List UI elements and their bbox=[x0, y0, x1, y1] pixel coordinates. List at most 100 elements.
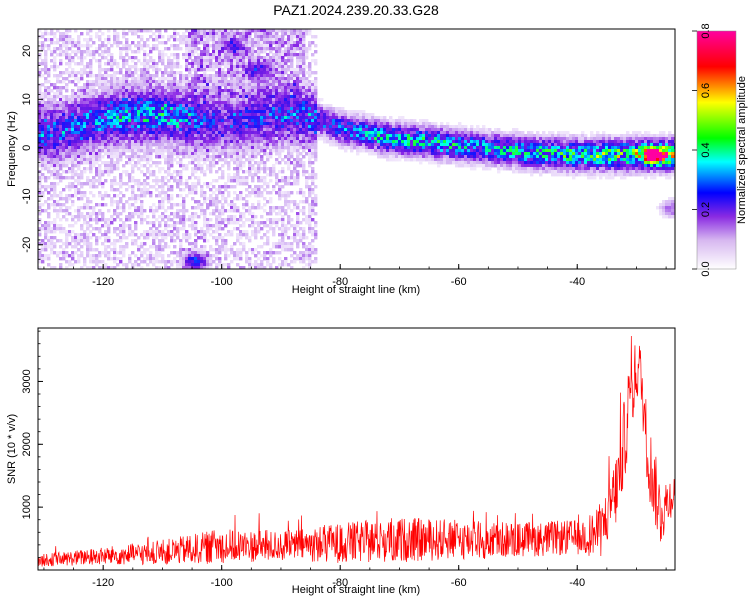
spectrogram-cell bbox=[80, 224, 84, 228]
spectrogram-cell bbox=[230, 44, 234, 48]
spectrogram-cell bbox=[83, 119, 87, 123]
spectrogram-cell bbox=[233, 227, 237, 231]
spectrogram-cell bbox=[65, 83, 69, 87]
spectrogram-cell bbox=[56, 128, 60, 132]
spectrogram-cell bbox=[251, 155, 255, 159]
spectrogram-cell bbox=[104, 74, 108, 78]
spectrogram-cell bbox=[269, 62, 273, 66]
spectrogram-cell bbox=[200, 107, 204, 111]
spectrogram-cell bbox=[287, 221, 291, 225]
spectrogram-cell bbox=[53, 206, 57, 210]
spectrogram-cell bbox=[203, 116, 207, 120]
spectrogram-cell bbox=[152, 203, 156, 207]
spectrogram-cell bbox=[86, 251, 90, 255]
spectrogram-cell bbox=[248, 263, 252, 267]
spectrogram-cell bbox=[212, 38, 216, 42]
spectrogram-cell bbox=[125, 245, 129, 249]
spectrogram-cell bbox=[125, 83, 129, 87]
spectrogram-cell bbox=[179, 38, 183, 42]
spectrogram-cell bbox=[107, 257, 111, 261]
spectrogram-cell bbox=[161, 107, 165, 111]
spectrogram-cell bbox=[251, 263, 255, 267]
spectrogram-cell bbox=[194, 122, 198, 126]
spectrogram-cell bbox=[224, 101, 228, 105]
spectrogram-cell bbox=[131, 101, 135, 105]
spectrogram-cell bbox=[152, 104, 156, 108]
spectrogram-cell bbox=[191, 35, 195, 39]
spectrogram-cell bbox=[251, 179, 255, 183]
spectrogram-cell bbox=[182, 218, 186, 222]
spectrogram-cell bbox=[242, 149, 246, 153]
spectrogram-cell bbox=[80, 71, 84, 75]
spectrogram-cell bbox=[137, 92, 141, 96]
spectrogram-cell bbox=[197, 29, 201, 33]
spectrogram-cell bbox=[59, 257, 63, 261]
spectrogram-cell bbox=[269, 80, 273, 84]
spectrogram-cell bbox=[173, 86, 177, 90]
spectrogram-cell bbox=[257, 53, 261, 57]
spectrogram-cell bbox=[131, 56, 135, 60]
spectrogram-cell bbox=[83, 215, 87, 219]
spectrogram-cell bbox=[95, 119, 99, 123]
spectrogram-cell bbox=[257, 140, 261, 144]
spectrogram-cell bbox=[74, 233, 78, 237]
spectrogram-cell bbox=[227, 263, 231, 267]
spectrogram-cell bbox=[203, 29, 207, 33]
spectrogram-cell bbox=[56, 173, 60, 177]
spectrogram-cell bbox=[260, 104, 264, 108]
spectrogram-cell bbox=[161, 167, 165, 171]
spectrogram-cell bbox=[152, 86, 156, 90]
spectrogram-cell bbox=[188, 191, 192, 195]
spectrogram-cell bbox=[191, 68, 195, 72]
spectrogram-cell bbox=[161, 53, 165, 57]
spectrogram-cell bbox=[251, 221, 255, 225]
spectrogram-cell bbox=[182, 203, 186, 207]
spectrogram-cell bbox=[290, 254, 294, 258]
spectrogram-cell bbox=[140, 68, 144, 72]
spectrogram-cell bbox=[119, 119, 123, 123]
spectrogram-cell bbox=[269, 266, 273, 269]
spectrogram-cell bbox=[203, 98, 207, 102]
spectrogram-cell bbox=[125, 77, 129, 81]
spectrogram-cell bbox=[197, 206, 201, 210]
spectrogram-cell bbox=[47, 98, 51, 102]
spectrogram-cell bbox=[80, 107, 84, 111]
spectrogram-cell bbox=[281, 128, 285, 132]
spectrogram-cell bbox=[290, 191, 294, 195]
spectrogram-cell bbox=[197, 77, 201, 81]
spectrogram-cell bbox=[110, 257, 114, 261]
spectrogram-cell bbox=[110, 89, 114, 93]
spectrogram-cell bbox=[260, 86, 264, 90]
spectrogram-cell bbox=[161, 155, 165, 159]
spectrogram-cell bbox=[218, 263, 222, 267]
spectrogram-cell bbox=[68, 134, 72, 138]
spectrogram-cell bbox=[80, 233, 84, 237]
spectrogram-cell bbox=[287, 191, 291, 195]
spectrogram-cell bbox=[74, 140, 78, 144]
spectrogram-cell bbox=[266, 224, 270, 228]
spectrogram-cell bbox=[173, 77, 177, 81]
spectrogram-cell bbox=[284, 128, 288, 132]
spectrogram-cell bbox=[95, 260, 99, 264]
spectrogram-cell bbox=[203, 245, 207, 249]
spectrogram-cell bbox=[254, 140, 258, 144]
spectrogram-cell bbox=[233, 107, 237, 111]
spectrogram-cell bbox=[170, 104, 174, 108]
spectrogram-cell bbox=[269, 41, 273, 45]
spectrogram-cell bbox=[134, 254, 138, 258]
spectrogram-cell bbox=[122, 29, 126, 33]
spectrogram-cell bbox=[254, 98, 258, 102]
spectrogram-cell bbox=[182, 188, 186, 192]
spectrogram-cell bbox=[167, 128, 171, 132]
spectrogram-cell bbox=[257, 95, 261, 99]
spectrogram-cell bbox=[164, 98, 168, 102]
spectrogram-cell bbox=[41, 140, 45, 144]
spectrogram-cell bbox=[47, 227, 51, 231]
spectrogram-cell bbox=[221, 56, 225, 60]
spectrogram-cell bbox=[158, 77, 162, 81]
spectrogram-cell bbox=[278, 62, 282, 66]
spectrogram-cell bbox=[248, 29, 252, 33]
spectrogram-cell bbox=[53, 113, 57, 117]
spectrogram-cell bbox=[77, 137, 81, 141]
spectrogram-cell bbox=[152, 260, 156, 264]
